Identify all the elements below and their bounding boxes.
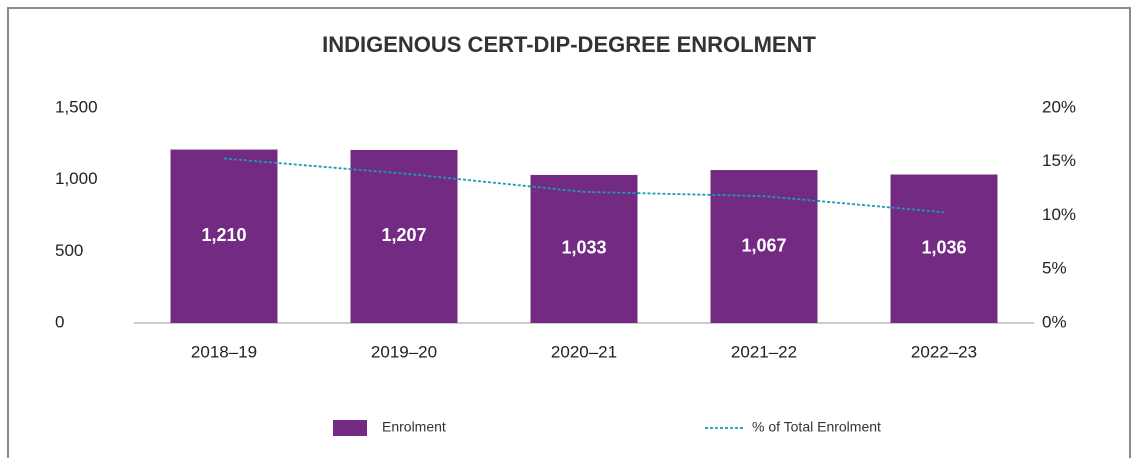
y-tick-label: 500	[55, 241, 83, 260]
y2-tick-label: 5%	[1042, 259, 1067, 278]
data-label: 1,067	[741, 235, 786, 255]
legend-label: Enrolment	[382, 419, 446, 435]
frame	[7, 7, 1131, 458]
data-label: 1,033	[561, 238, 606, 258]
y2-tick-label: 15%	[1042, 151, 1076, 170]
y2-tick-label: 10%	[1042, 205, 1076, 224]
chart-title: INDIGENOUS CERT-DIP-DEGREE ENROLMENT	[322, 32, 816, 57]
y2-tick-label: 20%	[1042, 97, 1076, 116]
bar	[890, 174, 998, 323]
bar	[530, 174, 638, 323]
data-label: 1,210	[201, 225, 246, 245]
line	[223, 157, 945, 214]
x-tick-label: 2018–19	[191, 342, 257, 361]
x-tick-label: 2022–23	[911, 342, 977, 361]
y-tick-label: 0	[55, 312, 64, 331]
data-label: 1,207	[381, 225, 426, 245]
bar	[350, 149, 458, 323]
legend-label: % of Total Enrolment	[752, 419, 881, 435]
data-label: 1,036	[921, 238, 966, 258]
legend-swatch	[333, 420, 367, 436]
x-tick-label: 2021–22	[731, 342, 797, 361]
x-tick-label: 2020–21	[551, 342, 617, 361]
y-tick-label: 1,000	[55, 169, 98, 188]
bar	[170, 149, 278, 323]
y2-tick-label: 0%	[1042, 312, 1067, 331]
x-tick-label: 2019–20	[371, 342, 437, 361]
y-tick-label: 1,500	[55, 97, 98, 116]
